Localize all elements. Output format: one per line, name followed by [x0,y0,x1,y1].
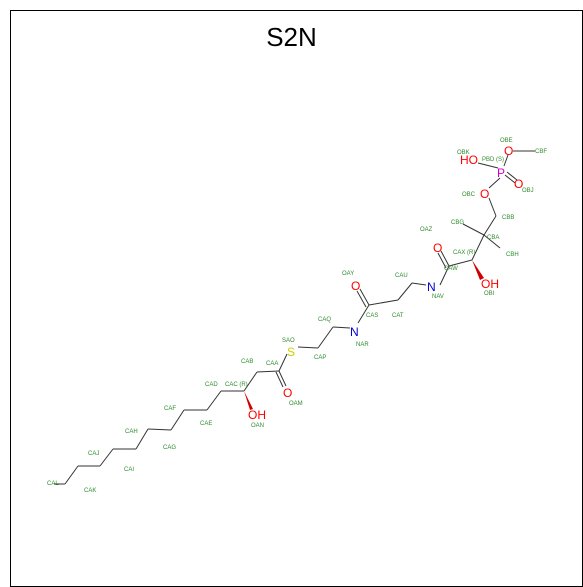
atom-label: CAF [164,406,176,412]
atom-label: OAM [289,401,303,407]
bond [368,299,399,306]
atom-label: OBK [457,150,470,156]
atom-label: OBE [500,138,513,144]
bond [135,428,149,450]
atom-name-labels: OBE CBF OBK PBD (S) OBJ OBC CBG CBB OAZ … [47,138,547,494]
nitrogen-atom: N [427,280,436,294]
atom-label: CAI [124,467,134,473]
nitrogen-atom: N [350,325,359,339]
bond [256,370,280,373]
atom-label: CAE [200,421,212,427]
atom-label: CBA [487,235,499,241]
atom-label: OAZ [420,227,433,233]
bond [147,428,172,431]
bond [99,448,114,467]
atom-label: CAH [125,429,138,435]
hydroxyl-oh-top: HO [460,153,478,167]
oxygen-atom: O [504,144,513,158]
bond [477,162,499,169]
bond [278,370,287,387]
bond [278,353,288,372]
bond [483,234,501,249]
bond [440,250,450,267]
bond [243,371,258,392]
atom-label: CBB [502,215,514,221]
wedge-bond [244,391,253,410]
oxygen-atom: O [480,187,489,201]
atom-label: CAS [366,313,378,319]
atom-label: OAN [251,423,264,429]
bond [275,371,284,388]
atom-label: CBH [506,252,519,258]
bond [448,259,473,267]
hydroxyl-oh-mid: OH [481,277,499,291]
bond [503,154,509,167]
atom-label: CBG [451,220,464,226]
atom-label: CAC (R) [225,382,248,388]
atom-symbols: HO P O O O O OH N O N S O OH [248,144,523,422]
atom-label: OBC [462,192,476,198]
atom-label: PBD (S) [482,157,504,163]
bond [471,234,485,261]
oxygen-atom: O [283,386,292,400]
bond [411,282,427,286]
bond [506,171,518,181]
atom-label: CAD [205,382,218,388]
bond [439,265,450,286]
bond [488,177,501,189]
atom-label: CAP [314,355,326,361]
oxygen-atom: O [514,177,523,191]
hydroxyl-oh-low: OH [248,408,266,422]
atom-label: OBI [484,291,495,297]
bond [359,288,370,306]
atom-label: NAR [356,342,369,348]
bond [462,223,485,236]
bond [356,290,367,308]
atom-label: CAJ [88,451,99,457]
bond [488,197,497,217]
atom-label: CAU [395,273,408,279]
bond-lines [54,150,535,485]
sulfur-atom: S [287,345,295,359]
molecule-title: S2N [266,22,317,52]
wedge-bond [472,260,484,280]
atom-label: CAL [47,481,59,487]
atom-label: CAQ [318,317,331,323]
atom-label: CAA [266,361,278,367]
canvas-frame [10,10,583,587]
bond [504,174,516,184]
oxygen-atom: O [433,241,442,255]
atom-label: OAY [342,271,354,277]
bond [64,465,79,485]
bond [332,326,351,329]
atom-label: CBF [535,149,547,155]
atom-label: CAB [241,359,253,365]
atom-label: OBJ [522,188,534,194]
bond [170,409,185,431]
bond [483,215,497,236]
bond [437,252,447,269]
atom-label: NAV [432,294,444,300]
atom-label: CAK [84,488,96,494]
bond [397,282,413,301]
bond [206,390,222,411]
atom-label: CAX (R) [453,250,475,256]
atom-label: CAW [444,266,458,272]
bond [357,304,370,324]
atom-label: SAO [282,338,295,344]
oxygen-atom: O [351,279,360,293]
bond [317,326,334,349]
atom-label: CAT [392,313,404,319]
atom-label: CAG [163,445,176,451]
phosphorus-atom: P [497,166,505,180]
bond [297,346,319,349]
